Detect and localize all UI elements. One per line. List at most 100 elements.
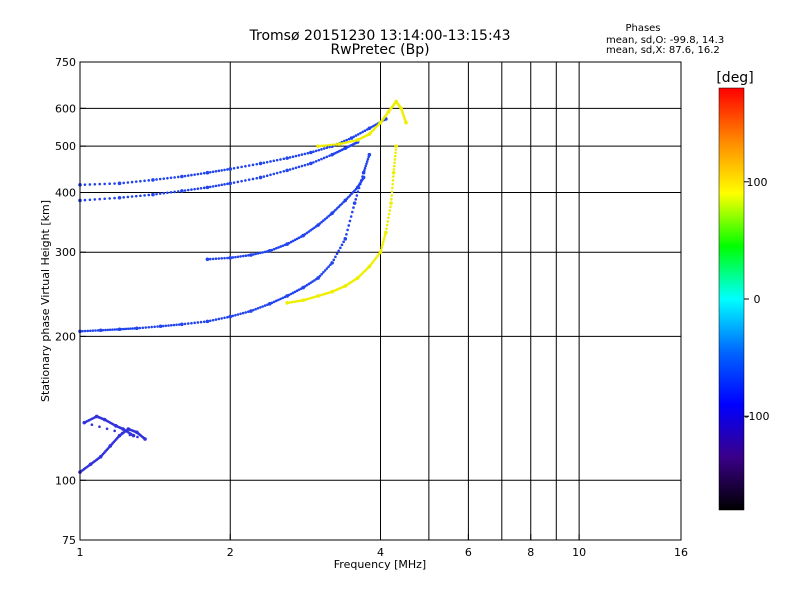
trace-dot <box>332 210 336 213</box>
colorbar: [deg] 100 0 -100 <box>716 70 769 511</box>
trace-dot <box>332 143 335 146</box>
trace-dot <box>354 198 358 201</box>
trace-dot <box>392 168 396 171</box>
data-point <box>349 136 354 140</box>
trace-dot <box>113 328 117 331</box>
trace-dot <box>312 161 315 164</box>
trace-dot <box>275 158 279 162</box>
trace-dot <box>393 154 397 158</box>
trace-dot <box>270 301 274 305</box>
trace-dot <box>306 163 310 166</box>
trace-dot <box>259 251 262 255</box>
colorbar-gradient <box>718 87 745 511</box>
trace-dot <box>183 322 187 326</box>
trace-dot <box>317 158 321 162</box>
stats-o-mode: mean, sd,O: -99.8, 14.3 <box>606 35 724 46</box>
trace-dot <box>101 328 105 332</box>
trace-dot <box>344 141 348 144</box>
trace-dot <box>164 324 168 328</box>
trace-dot <box>162 177 166 180</box>
x-tick-label: 1 <box>77 546 84 559</box>
trace-dot <box>314 149 318 153</box>
trace-dot <box>108 197 111 200</box>
trace-dot <box>130 195 134 198</box>
data-series <box>78 414 147 474</box>
trace-dot <box>372 259 375 263</box>
trace-dot <box>247 310 250 314</box>
trace-dot <box>281 296 285 300</box>
trace-dot <box>81 329 84 333</box>
trace-dot <box>291 155 295 159</box>
trace-dot <box>309 229 312 232</box>
data-points <box>78 99 408 474</box>
trace-dot <box>365 160 369 163</box>
trace-dot <box>166 176 169 180</box>
trace-dot <box>272 159 276 163</box>
trace-dot <box>363 129 367 133</box>
trace-dot <box>98 182 102 186</box>
trace-dot <box>319 144 323 148</box>
trace-dot <box>147 193 151 197</box>
trace-dot <box>291 167 295 170</box>
trace-dot <box>113 182 116 185</box>
trace-dot <box>88 198 92 202</box>
trace-dot <box>130 180 134 184</box>
trace-dot <box>208 257 212 261</box>
trace-dot <box>144 326 148 329</box>
trace-dot <box>381 243 384 247</box>
trace-dot <box>282 157 286 161</box>
trace-dot <box>370 125 373 129</box>
data-point <box>151 178 155 182</box>
trace-dot <box>158 177 162 181</box>
trace-dot <box>161 324 165 328</box>
trace-dot <box>186 174 190 177</box>
data-point <box>249 309 253 313</box>
y-tick-label: 100 <box>55 474 76 487</box>
data-point <box>337 142 341 146</box>
trace-dot <box>346 228 349 232</box>
trace-dot <box>239 312 242 316</box>
y-tick-label: 300 <box>55 246 76 259</box>
trace-dot <box>217 184 221 187</box>
trace-dot <box>287 241 291 245</box>
trace-dot <box>305 283 309 287</box>
trace-dot <box>223 183 226 186</box>
trace-dot <box>143 179 146 183</box>
trace-dot <box>355 194 359 197</box>
trace-dot <box>339 203 342 207</box>
trace-dot <box>244 311 248 314</box>
trace-dot <box>342 141 345 145</box>
trace-dot <box>394 151 397 155</box>
trace-dot <box>313 279 316 282</box>
trace-dot <box>281 244 285 248</box>
data-point <box>205 170 210 175</box>
trace-dot <box>320 148 323 151</box>
trace-dot <box>337 249 341 253</box>
trace-dot <box>220 169 223 172</box>
trace-dot <box>190 321 193 325</box>
trace-dot <box>390 194 394 197</box>
trace-dot <box>295 289 299 293</box>
trace-dot <box>303 163 307 167</box>
trace-dot <box>247 164 251 167</box>
trace-dot <box>103 197 107 201</box>
data-point <box>384 230 388 235</box>
trace-dot <box>122 196 125 199</box>
y-tick-label: 600 <box>55 102 76 115</box>
data-point <box>143 437 147 441</box>
data-point <box>205 319 210 324</box>
trace-dot <box>385 223 389 227</box>
trace-dot <box>303 285 307 288</box>
data-point <box>285 156 289 160</box>
y-axis-label: Stationary phase Virtual Height [km] <box>39 200 52 402</box>
trace-dot <box>345 138 348 142</box>
trace-dot <box>349 140 352 143</box>
trace-dot <box>214 184 218 188</box>
data-point <box>330 261 334 265</box>
data-point <box>158 324 163 329</box>
chart-title: Tromsø 20151230 13:14:00-13:15:43 <box>249 28 511 44</box>
trace-dot <box>131 327 134 330</box>
trace-dot <box>177 323 181 326</box>
trace-dot <box>391 179 395 182</box>
trace-dot <box>359 131 362 135</box>
